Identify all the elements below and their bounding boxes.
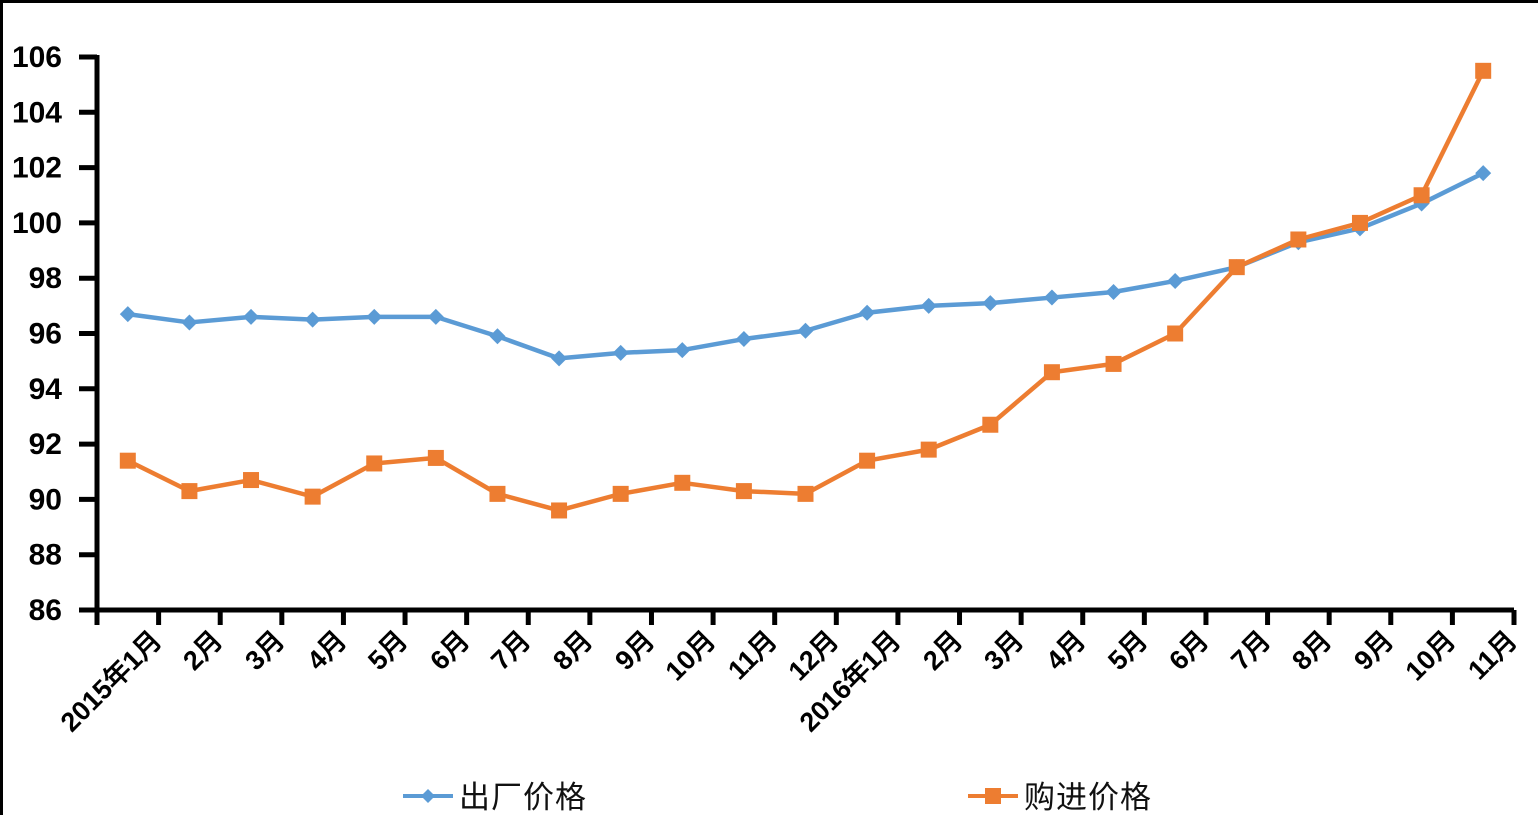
y-tick-label: 96	[29, 318, 62, 351]
data-point	[982, 295, 999, 312]
data-point	[1475, 165, 1492, 182]
image-border-left	[0, 0, 3, 815]
data-point	[489, 328, 506, 345]
legend-item-factory-price: 出厂价格	[403, 778, 587, 818]
image-border-top	[0, 0, 1538, 3]
data-point	[1043, 364, 1060, 381]
legend-line-diamond-icon	[403, 786, 453, 811]
data-point	[243, 472, 260, 489]
data-point	[181, 483, 198, 500]
y-tick-label: 100	[12, 207, 62, 240]
data-point	[119, 452, 136, 469]
y-tick-label: 102	[12, 152, 62, 185]
data-point	[674, 342, 691, 359]
legend: 出厂价格 购进价格	[0, 778, 1538, 822]
data-point	[489, 485, 506, 502]
data-point	[427, 449, 444, 466]
data-point	[551, 502, 568, 519]
legend-label-purchase-price: 购进价格	[1024, 780, 1152, 815]
data-point	[735, 331, 752, 348]
legend-line-square-icon	[968, 786, 1018, 811]
data-point	[612, 485, 629, 502]
data-point	[920, 297, 937, 314]
legend-item-purchase-price: 购进价格	[968, 778, 1152, 818]
data-point	[1475, 62, 1492, 79]
data-point	[1290, 231, 1307, 248]
y-tick-label: 86	[29, 594, 62, 627]
data-point	[1105, 284, 1122, 301]
y-tick-label: 88	[29, 539, 62, 572]
data-point	[859, 304, 876, 321]
data-point	[1351, 214, 1368, 231]
y-tick-label: 92	[29, 428, 62, 461]
data-point	[304, 311, 321, 328]
data-point	[735, 483, 752, 500]
data-point	[920, 441, 937, 458]
y-tick-label: 106	[12, 41, 62, 74]
y-tick-label: 104	[12, 96, 62, 129]
data-point	[1167, 325, 1184, 342]
data-point	[1413, 187, 1430, 204]
data-point	[982, 416, 999, 433]
data-point	[797, 322, 814, 339]
data-point	[1228, 259, 1245, 276]
data-point	[119, 306, 136, 323]
data-point	[243, 308, 260, 325]
data-point	[427, 308, 444, 325]
y-tick-label: 90	[29, 483, 62, 516]
data-point	[366, 455, 383, 472]
data-point	[304, 488, 321, 505]
y-tick-label: 98	[29, 262, 62, 295]
data-point	[859, 452, 876, 469]
data-point	[797, 485, 814, 502]
data-point	[674, 474, 691, 491]
legend-label-factory-price: 出厂价格	[459, 780, 587, 815]
y-tick-label: 94	[29, 373, 63, 406]
data-point	[366, 308, 383, 325]
data-point	[1105, 355, 1122, 372]
data-point	[181, 314, 198, 331]
data-point	[612, 344, 629, 361]
data-point	[1043, 289, 1060, 306]
data-point	[551, 350, 568, 367]
series-line-purchase-price	[125, 68, 1486, 513]
data-point	[1167, 272, 1184, 289]
